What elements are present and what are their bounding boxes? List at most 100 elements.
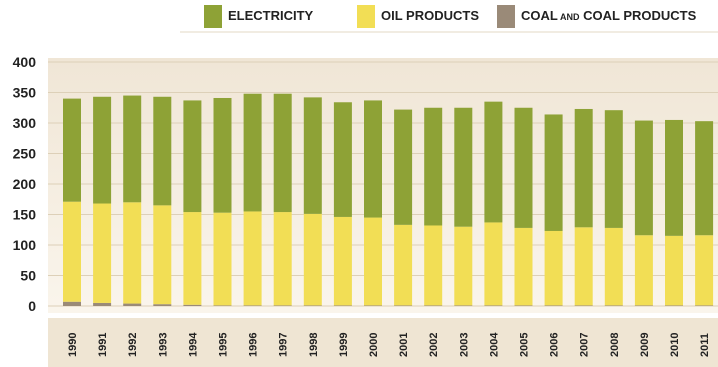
- y-axis-ticks: 0 50 100 150 200 250 300 350 400: [13, 54, 37, 314]
- bar-coal-and-coal-products-2005: [514, 305, 533, 306]
- x-tick-label: 2007: [579, 333, 591, 357]
- bar-electricity-2003: [454, 107, 473, 227]
- x-tick-label: 2001: [398, 333, 410, 357]
- y-tick-label: 100: [13, 237, 37, 253]
- x-tick-label: 2010: [669, 333, 681, 357]
- legend-swatch: [497, 5, 515, 28]
- bar-oil-products-2008: [604, 227, 623, 306]
- bar-electricity-2005: [514, 107, 533, 228]
- x-tick-label: 2011: [699, 333, 711, 357]
- bar-coal-and-coal-products-2004: [484, 305, 503, 306]
- bar-electricity-2008: [604, 110, 623, 228]
- bar-coal-and-coal-products-1991: [93, 302, 112, 306]
- bar-electricity-1991: [93, 96, 112, 204]
- bar-oil-products-2006: [544, 230, 563, 306]
- y-tick-label: 400: [13, 54, 37, 70]
- legend-label: OIL PRODUCTS: [381, 8, 479, 23]
- y-tick-label: 350: [13, 85, 37, 101]
- bar-electricity-2006: [544, 114, 563, 231]
- bar-coal-and-coal-products-2009: [634, 305, 653, 306]
- bar-coal-and-coal-products-1992: [123, 303, 142, 306]
- bar-electricity-2001: [394, 109, 413, 225]
- bar-coal-and-coal-products-2003: [454, 305, 473, 306]
- y-tick-label: 250: [13, 146, 37, 162]
- bar-oil-products-2002: [424, 225, 443, 306]
- bar-electricity-2011: [695, 121, 714, 236]
- bar-oil-products-1998: [303, 213, 322, 306]
- bar-coal-and-coal-products-1999: [333, 305, 352, 306]
- x-axis-ticks: 1990 1991 1992 1993 1994 1995 1996 1997 1998 1999…: [67, 332, 711, 357]
- bar-oil-products-1993: [153, 205, 172, 305]
- y-tick-label: 200: [13, 176, 37, 192]
- bar-electricity-1993: [153, 96, 172, 206]
- bar-coal-and-coal-products-1995: [213, 305, 232, 306]
- bar-oil-products-2001: [394, 224, 413, 306]
- bar-coal-and-coal-products-2008: [604, 305, 623, 306]
- bar-oil-products-1995: [213, 212, 232, 306]
- x-tick-label: 2009: [639, 333, 651, 357]
- bar-electricity-2000: [364, 100, 382, 218]
- x-tick-label: 1991: [97, 333, 109, 357]
- x-tick-label: 2006: [549, 333, 561, 357]
- bar-oil-products-1997: [273, 212, 292, 306]
- bar-electricity-1998: [303, 97, 322, 214]
- y-tick-label: 150: [13, 207, 37, 223]
- bar-oil-products-1992: [123, 202, 142, 304]
- bar-oil-products-2010: [665, 235, 683, 306]
- x-tick-label: 2004: [488, 332, 500, 357]
- bar-coal-and-coal-products-1996: [243, 305, 262, 306]
- bar-coal-and-coal-products-1997: [273, 305, 292, 306]
- x-tick-label: 1992: [127, 333, 139, 357]
- bar-electricity-1995: [213, 97, 232, 213]
- bar-electricity-2007: [574, 108, 593, 228]
- legend-entry: OIL PRODUCTS: [357, 5, 479, 28]
- bar-coal-and-coal-products-1990: [63, 301, 81, 306]
- bar-coal-and-coal-products-1998: [303, 305, 322, 306]
- bar-oil-products-2011: [695, 235, 714, 306]
- x-tick-label: 1994: [187, 332, 199, 357]
- bar-oil-products-2004: [484, 222, 503, 306]
- x-tick-label: 1993: [157, 333, 169, 357]
- xaxis-band: [48, 318, 718, 367]
- y-tick-label: 0: [28, 298, 36, 314]
- x-tick-label: 2005: [519, 333, 531, 357]
- bar-electricity-2010: [665, 119, 683, 236]
- y-tick-label: 300: [13, 115, 37, 131]
- bar-electricity-2002: [424, 107, 443, 226]
- bars: [63, 93, 714, 306]
- x-tick-label: 2003: [458, 333, 470, 357]
- bar-coal-and-coal-products-2001: [394, 305, 413, 306]
- x-tick-label: 2008: [609, 333, 621, 357]
- bar-electricity-1992: [123, 95, 142, 203]
- legend-label: ELECTRICITY: [228, 8, 314, 23]
- legend: ELECTRICITY OIL PRODUCTS COAL AND COAL PRO…: [204, 5, 697, 28]
- bar-electricity-2004: [484, 101, 503, 223]
- bar-coal-and-coal-products-2002: [424, 305, 443, 306]
- legend-entry: ELECTRICITY: [204, 5, 314, 28]
- bar-electricity-2009: [634, 120, 653, 236]
- legend-entry: COAL AND COAL PRODUCTS: [497, 5, 697, 28]
- x-tick-label: 1990: [67, 333, 79, 357]
- x-tick-label: 1996: [248, 333, 260, 357]
- bar-coal-and-coal-products-2000: [364, 305, 382, 306]
- bar-coal-and-coal-products-1994: [183, 304, 202, 306]
- bar-coal-and-coal-products-2007: [574, 305, 593, 306]
- x-tick-label: 1998: [308, 333, 320, 357]
- bar-electricity-1990: [63, 98, 81, 202]
- bar-electricity-1994: [183, 100, 202, 213]
- bar-oil-products-1999: [333, 216, 352, 306]
- bar-oil-products-2000: [364, 217, 382, 306]
- bar-coal-and-coal-products-2006: [544, 305, 563, 306]
- x-tick-label: 1999: [338, 333, 350, 357]
- y-tick-label: 50: [20, 268, 36, 284]
- legend-swatch: [357, 5, 375, 28]
- bar-oil-products-2003: [454, 226, 473, 306]
- bar-electricity-1999: [333, 102, 352, 217]
- bar-oil-products-1990: [63, 201, 81, 302]
- bar-electricity-1996: [243, 93, 262, 212]
- bar-oil-products-2005: [514, 227, 533, 306]
- legend-swatch: [204, 5, 222, 28]
- legend-label: COAL AND COAL PRODUCTS: [521, 8, 697, 23]
- bar-oil-products-1994: [183, 212, 202, 305]
